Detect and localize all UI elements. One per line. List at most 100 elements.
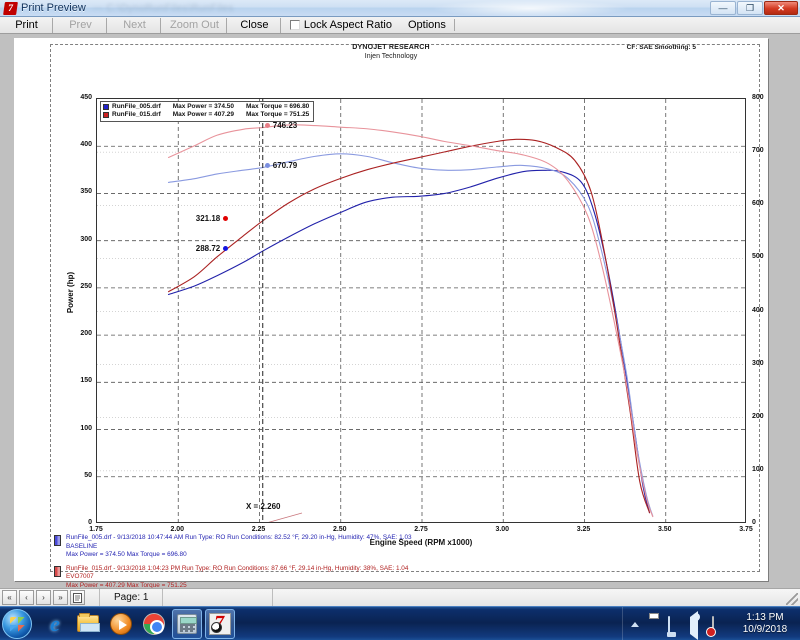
options-button[interactable]: Options [400,19,455,31]
lock-aspect-ratio-checkbox[interactable]: Lock Aspect Ratio [282,19,400,31]
cursor-x-readout: X = 2.260 [246,502,281,511]
legend-swatch-blue-icon [103,104,109,110]
x-axis-tick: 3.25 [576,526,591,533]
printer-icon[interactable] [646,617,661,632]
y2-axis-tick: 300 [752,359,764,367]
y-axis-tick: 150 [80,377,92,385]
chart-svg [97,99,745,522]
run-info-item: RunFile_015.drf - 9/13/2018 1:04:23 PM R… [54,565,754,588]
page-indicator: Page: 1 [99,588,164,607]
x-axis-tick: 1.75 [89,526,103,533]
taskbar-item-google-chrome[interactable] [139,609,169,639]
run-swatch-red-icon [54,565,61,577]
x-axis-tick: 2.25 [251,526,266,533]
windows-taskbar: e ✕ 1:13 PM 10/9/2018 [0,606,800,640]
taskbar-item-dynojet[interactable] [205,608,235,639]
zoom-out-button[interactable]: Zoom Out [163,17,227,33]
prev-button[interactable]: Prev [55,17,107,33]
x-axis-tick: 2.50 [332,526,347,533]
status-bar: « ‹ › » Page: 1 [0,588,800,607]
taskbar-clock[interactable]: 1:13 PM 10/9/2018 [736,612,794,636]
legend-file-0: RunFile_005.drf [112,103,161,110]
run-0-line3: Max Power = 374.50 Max Torque = 696.80 [66,551,187,559]
dynojet-seven-icon [209,612,231,635]
run-0-line2: BASELINE [66,542,98,550]
chart-series-line [167,124,654,518]
run-1-line2: EVO7007 [66,573,94,581]
checkbox-icon[interactable] [289,20,300,30]
first-page-button[interactable]: « [2,590,17,605]
taskbar-item-windows-explorer[interactable] [73,609,103,639]
next-button[interactable]: Next [109,17,161,33]
folder-icon [77,613,100,632]
annotation-point-icon [264,122,270,128]
annotation-point-icon [223,246,229,252]
chart-subtitle: Injen Technology [364,53,418,60]
network-icon[interactable] [668,615,683,635]
run-1-line1: RunFile_015.drf - 9/13/2018 1:04:23 PM R… [66,564,409,572]
taskbar-item-calculator[interactable] [172,608,202,639]
legend-file-1: RunFile_015.drf [112,111,161,118]
chart-plot-area: Power (hp) Torque (ft-lbs) Engine Speed … [66,94,764,547]
y-axis-tick: 200 [80,330,92,338]
clock-time: 1:13 PM [746,612,784,623]
page-setup-icon[interactable] [70,590,85,605]
chart-header: DYNOJET RESEARCH Injen Technology [14,44,768,60]
x-axis-tick: 3.50 [657,526,672,533]
chart-cf-note: CF: SAE Smoothing: 5 [626,44,696,51]
run-swatch-blue-icon [54,535,61,546]
x-axis-tick: 2.75 [414,526,428,533]
window-title: Print Preview [21,2,86,14]
chart-series-line [167,153,654,517]
y2-axis-tick: 0 [752,519,756,526]
y2-axis-tick: 100 [752,465,764,473]
cursor-leader-line [268,512,303,522]
y2-axis-tick: 800 [752,94,764,101]
legend-torque-0: Max Torque = 696.80 [246,103,310,110]
preview-toolbar: Print Prev Next Zoom Out Close Lock Aspe… [0,17,800,34]
taskbar-item-internet-explorer[interactable]: e [40,609,70,639]
start-orb-icon[interactable] [2,608,32,639]
legend-torque-1: Max Torque = 751.25 [246,111,310,118]
prev-page-button[interactable]: ‹ [19,590,34,605]
media-player-icon [110,612,132,635]
y2-axis-tick: 200 [752,412,764,420]
chart-annotation: 746.23 [264,120,298,130]
y-axis-tick: 400 [80,141,92,149]
annotation-point-icon [264,162,270,168]
legend-row-0: RunFile_005.drf Max Power = 374.50 Max T… [103,103,309,111]
y-axis-tick: 100 [80,424,92,432]
maximize-button[interactable]: ❐ [737,1,763,15]
titlebar-glow [430,0,630,17]
close-preview-button[interactable]: Close [229,17,281,33]
window-title-suffix: — C:\DynoRunFiles\RunFiles [92,2,234,14]
y2-axis-tick: 600 [752,200,764,208]
dynojet-seven-icon: 7 [3,1,18,15]
y-axis-tick: 450 [80,94,92,101]
preview-page: DYNOJET RESEARCH Injen Technology CF: SA… [14,38,768,588]
window-titlebar: 7 Print Preview — C:\DynoRunFiles\RunFil… [0,0,800,17]
chart-annotation: 321.18 [196,214,229,223]
status-cell-1 [163,588,274,607]
y-axis-tick: 250 [80,282,92,290]
chart-canvas [96,98,746,523]
minimize-button[interactable]: — [710,1,736,15]
chart-annotation: 670.79 [264,161,297,170]
taskbar-items: e [40,608,235,639]
system-tray: ✕ 1:13 PM 10/9/2018 [622,607,800,640]
next-page-button[interactable]: › [36,590,51,605]
legend-power-0: Max Power = 374.50 [172,103,235,110]
y-axis-tick: 300 [80,235,92,243]
show-hidden-icons-icon[interactable] [631,621,639,627]
print-button[interactable]: Print [1,17,53,33]
taskbar-item-media-player[interactable] [106,609,136,639]
annotation-label: 746.23 [272,120,298,130]
volume-icon[interactable] [690,610,705,640]
legend-power-1: Max Power = 407.29 [172,111,235,118]
resize-grip[interactable] [786,593,798,605]
last-page-button[interactable]: » [53,590,68,605]
run-1-line3: Max Power = 407.29 Max Torque = 751.25 [66,581,187,588]
close-button[interactable]: ✕ [764,1,798,15]
action-center-flag-icon[interactable]: ✕ [708,615,727,636]
